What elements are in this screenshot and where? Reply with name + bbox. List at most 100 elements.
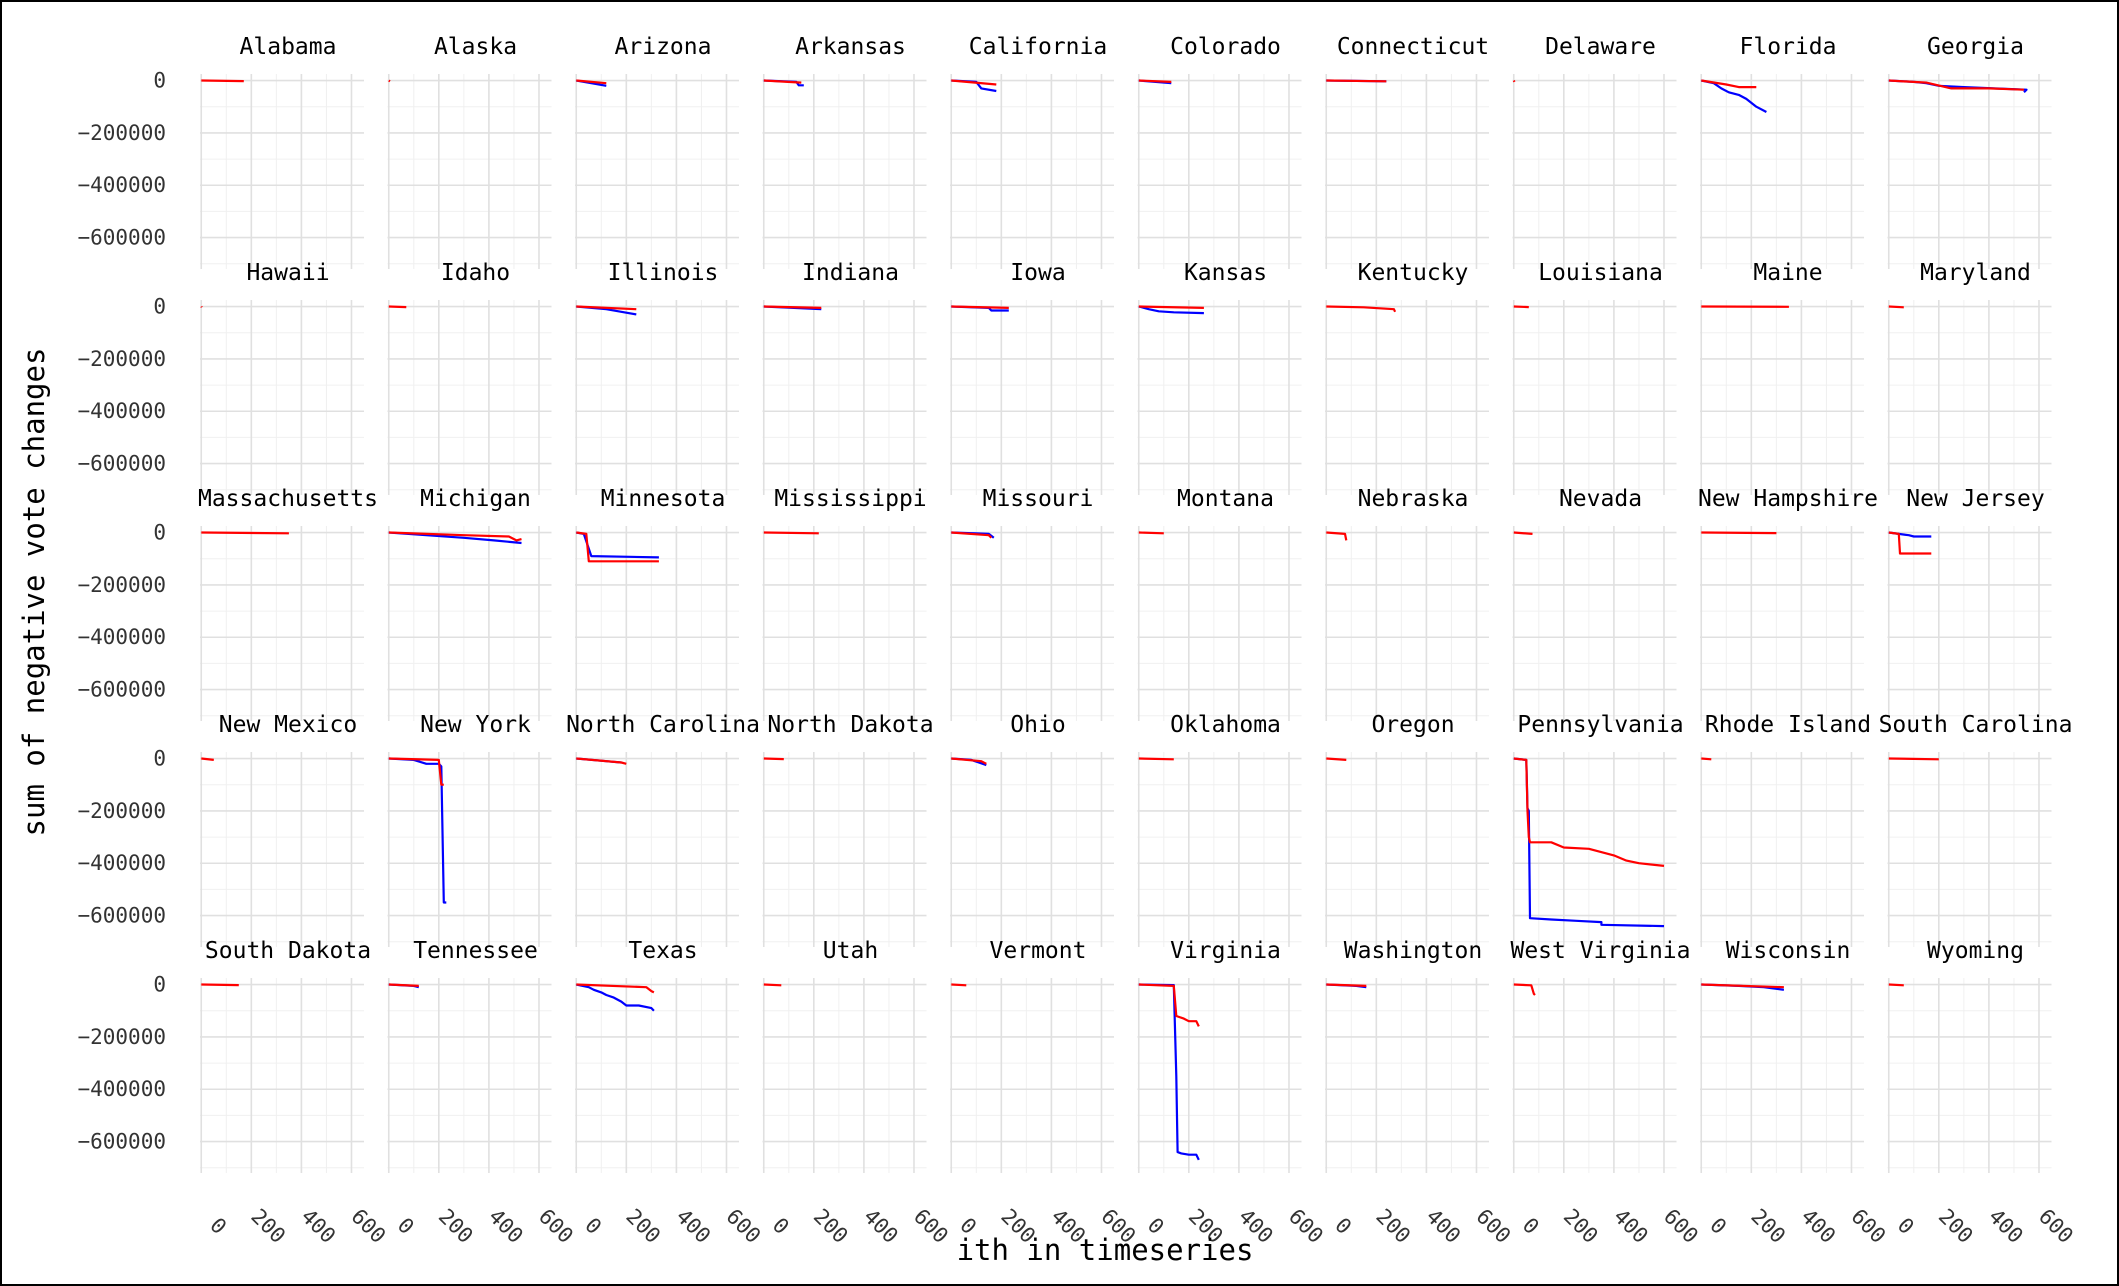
facet-title: Indiana xyxy=(802,260,899,286)
facet-panel: Idaho xyxy=(387,260,552,495)
facet-panel: South Dakota 0 −200000 −400000 −600000 0 200 40… xyxy=(77,938,390,1248)
facet-panel: Iowa xyxy=(950,260,1114,495)
facet-panel: California xyxy=(950,34,1114,269)
red-series-line xyxy=(576,757,627,765)
red-series-line xyxy=(951,79,997,86)
y-tick-label: −200000 xyxy=(77,121,166,145)
facet-title: Georgia xyxy=(1927,34,2024,60)
red-series-line xyxy=(201,757,214,761)
y-tick-label: −600000 xyxy=(77,226,166,250)
red-series-line xyxy=(763,531,819,535)
red-series-line xyxy=(201,79,244,83)
x-tick-label: 0 xyxy=(393,1213,419,1239)
y-tick-label: −400000 xyxy=(77,1077,166,1101)
red-series-line xyxy=(951,983,967,987)
red-series-line xyxy=(1513,305,1529,309)
x-tick-label: 400 xyxy=(671,1204,715,1248)
facet-panel: Arizona xyxy=(575,34,739,269)
facet-title: New Mexico xyxy=(219,712,357,738)
facet-title: New Hampshire xyxy=(1698,486,1878,512)
y-tick-label: −600000 xyxy=(77,678,166,702)
facet-title: Montana xyxy=(1177,486,1274,512)
facet-panel: Tennessee 0 200 400 600 xyxy=(387,938,578,1248)
facet-panel: Florida xyxy=(1700,34,1864,269)
facet-panel: Illinois xyxy=(575,260,739,495)
x-tick-label: 200 xyxy=(809,1204,853,1248)
facet-title: Connecticut xyxy=(1337,34,1489,60)
y-tick-label: −600000 xyxy=(77,452,166,476)
facet-title: Wyoming xyxy=(1927,938,2024,964)
facet-panel: New Jersey xyxy=(1887,486,2052,721)
facet-panel: Michigan xyxy=(387,486,552,721)
facet-title: Kansas xyxy=(1184,260,1267,286)
red-series-line xyxy=(1513,757,1665,867)
x-tick-label: 400 xyxy=(1796,1204,1840,1248)
x-tick-label: 400 xyxy=(484,1204,528,1248)
facet-title: Pennsylvania xyxy=(1517,712,1683,738)
facet-panel: Connecticut xyxy=(1325,34,1489,269)
facet-panel: Wisconsin 0 200 400 600 xyxy=(1700,938,1890,1248)
facet-title: Nebraska xyxy=(1358,486,1469,512)
red-series-line xyxy=(576,531,659,563)
x-tick-label: 600 xyxy=(1847,1204,1891,1248)
facet-title: Iowa xyxy=(1010,260,1065,286)
red-series-line xyxy=(1701,757,1712,761)
x-tick-label: 600 xyxy=(1472,1204,1516,1248)
red-series-line xyxy=(1513,531,1533,535)
red-series-line xyxy=(200,305,203,308)
x-tick-label: 600 xyxy=(909,1204,953,1248)
facet-panel: Hawaii 0 −200000 −400000 −600000 xyxy=(77,260,364,495)
x-tick-label: 400 xyxy=(859,1204,903,1248)
y-tick-label: −400000 xyxy=(77,173,166,197)
facet-panel: Pennsylvania xyxy=(1512,712,1684,947)
y-tick-label: 0 xyxy=(153,521,166,545)
facet-panel: South Carolina xyxy=(1879,712,2073,947)
facet-title: Oregon xyxy=(1371,712,1454,738)
x-tick-label: 200 xyxy=(1746,1204,1790,1248)
x-tick-label: 0 xyxy=(1705,1213,1731,1239)
red-series-line xyxy=(388,983,419,987)
x-tick-label: 0 xyxy=(768,1213,794,1239)
x-tick-label: 600 xyxy=(2034,1204,2078,1248)
facet-panel: Maine xyxy=(1700,260,1864,495)
red-series-line xyxy=(1888,531,1932,555)
facet-title: California xyxy=(969,34,1107,60)
y-tick-label: 0 xyxy=(153,69,166,93)
facet-panel: Utah 0 200 400 600 xyxy=(762,938,953,1248)
facet-panel: Massachusetts 0 −200000 −400000 −600000 xyxy=(77,486,378,721)
facet-title: Ohio xyxy=(1010,712,1065,738)
red-series-line xyxy=(763,983,782,987)
facet-grid: Alabama 0 −200000 −400000 −600000 Alaska Arizo… xyxy=(77,34,2077,1248)
facet-panel: New York xyxy=(387,712,552,947)
x-tick-label: 0 xyxy=(205,1213,231,1239)
x-tick-label: 400 xyxy=(1984,1204,2028,1248)
x-tick-label: 400 xyxy=(296,1204,340,1248)
facet-title: Utah xyxy=(823,938,878,964)
x-tick-label: 600 xyxy=(1659,1204,1703,1248)
red-series-line xyxy=(201,983,239,987)
red-series-line xyxy=(1888,983,1904,987)
red-series-line xyxy=(1513,983,1536,996)
x-tick-label: 200 xyxy=(1371,1204,1415,1248)
facet-panel: Maryland xyxy=(1887,260,2052,495)
facet-title: Massachusetts xyxy=(198,486,378,512)
facet-panel: Minnesota xyxy=(575,486,739,721)
red-series-line xyxy=(951,305,1009,309)
facet-title: Minnesota xyxy=(601,486,726,512)
red-series-line xyxy=(1326,983,1367,987)
facet-title: Arizona xyxy=(615,34,712,60)
blue-series-line xyxy=(1138,305,1204,315)
facet-panel: North Dakota xyxy=(762,712,934,947)
x-tick-label: 600 xyxy=(722,1204,766,1248)
red-series-line xyxy=(388,305,407,309)
facet-panel: Nevada xyxy=(1512,486,1677,721)
y-tick-label: −200000 xyxy=(77,1025,166,1049)
facet-title: New York xyxy=(420,712,531,738)
facet-panel: Arkansas xyxy=(762,34,927,269)
facet-panel: Georgia xyxy=(1887,34,2052,269)
facet-panel: Delaware xyxy=(1512,34,1677,269)
facet-title: Mississippi xyxy=(774,486,926,512)
facet-title: Colorado xyxy=(1170,34,1281,60)
facet-title: South Carolina xyxy=(1879,712,2073,738)
red-series-line xyxy=(1701,79,1757,89)
